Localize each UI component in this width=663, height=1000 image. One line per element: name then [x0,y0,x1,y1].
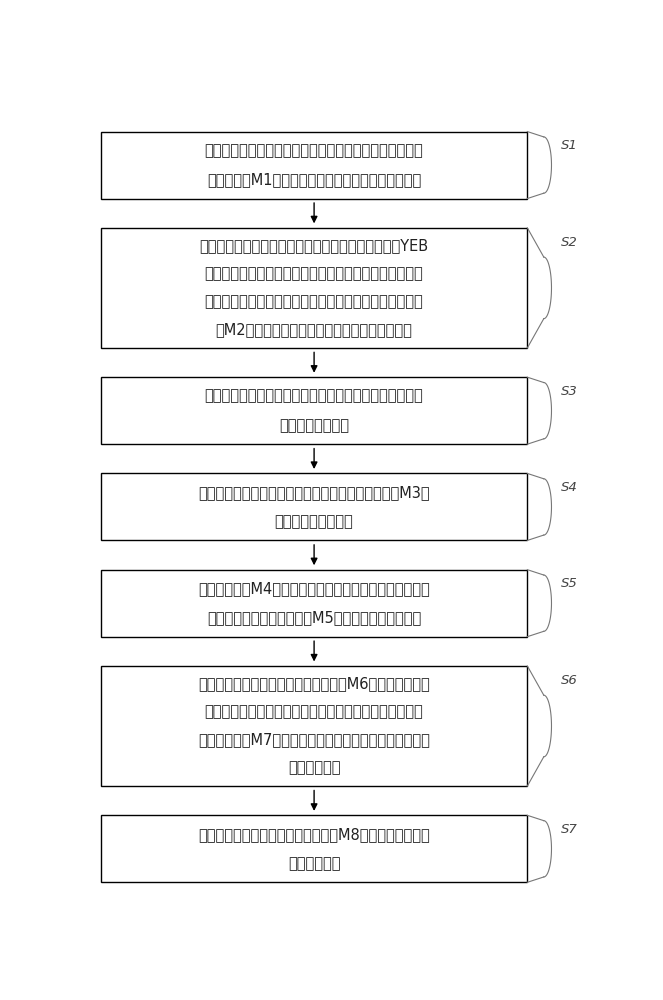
Bar [101,815,527,882]
Bar [101,666,527,786]
Text: 筛选：将延迟筛选结束后的叶片转移至M6培养基中，光照: 筛选：将延迟筛选结束后的叶片转移至M6培养基中，光照 [198,677,430,692]
Text: 侵染：将获得的所述预培养叶片置于所述用于侵染的菌液: 侵染：将获得的所述预培养叶片置于所述用于侵染的菌液 [205,389,424,404]
Text: 液体培养基中，黑暗条件下振荡培养，获得菌液；取获得: 液体培养基中，黑暗条件下振荡培养，获得菌液；取获得 [205,266,424,281]
Text: 中，进行侵染处理: 中，进行侵染处理 [279,418,349,433]
Bar [101,377,527,444]
Text: S7: S7 [561,823,577,836]
Text: 的菌液离心收菌，获得菌体沉淠；将获得的菌体沉淠重悬: 的菌液离心收菌，获得菌体沉淠；将获得的菌体沉淠重悬 [205,294,424,309]
Text: S2: S2 [561,235,577,248]
Text: 干其表面的菌液，再接种于M5培养基上，进行暗培养: 干其表面的菌液，再接种于M5培养基上，进行暗培养 [207,610,421,625]
Text: 养基中，进行暗培养: 养基中，进行暗培养 [274,514,353,529]
Text: S4: S4 [561,481,577,494]
Text: 织部分转接于M7培养基中，再光照和黑暗交替培养，直到: 织部分转接于M7培养基中，再光照和黑暗交替培养，直到 [198,732,430,747]
Text: S5: S5 [561,577,577,590]
Text: 分化出不定芽: 分化出不定芽 [288,760,340,775]
Bar [101,228,527,348]
Text: 得到完整植株: 得到完整植株 [288,856,340,871]
Text: S3: S3 [561,385,577,398]
Text: S1: S1 [561,139,577,152]
Text: 小块，置于M1培养基中进行暗培养，获得预培养叶片: 小块，置于M1培养基中进行暗培养，获得预培养叶片 [207,172,421,187]
Text: 草莓无菌苗的预培养：取草莓无菌苗，获得其叶盘或剪成: 草莓无菌苗的预培养：取草莓无菌苗，获得其叶盘或剪成 [205,143,424,158]
Text: S6: S6 [561,674,577,687]
Bar [101,132,527,199]
Text: 共培养：吸干经侵染处理后的叶片表面的菌液，置于M3培: 共培养：吸干经侵染处理后的叶片表面的菌液，置于M3培 [198,485,430,500]
Text: 生根：待芽长长后，将其切下转移至M8培养基中再培养，: 生根：待芽长长后，将其切下转移至M8培养基中再培养， [198,827,430,842]
Text: 延迟筛选：用M4洗浤液洗浤经共培养结束后的叶片，并吸: 延迟筛选：用M4洗浤液洗浤经共培养结束后的叶片，并吸 [198,581,430,596]
Text: 和黑暗交替培养，培养结束后，切除坏死组织，将畜伤组: 和黑暗交替培养，培养结束后，切除坏死组织，将畜伤组 [205,705,424,720]
Text: 农杆菌活化：取根癌农杆菌阳性单克隆于含抗生素的YEB: 农杆菌活化：取根癌农杆菌阳性单克隆于含抗生素的YEB [200,238,429,253]
Bar [101,570,527,637]
Text: 于M2培养基中，振荡培养，获得用于侵染的菌液: 于M2培养基中，振荡培养，获得用于侵染的菌液 [215,322,412,337]
Bar [101,473,527,540]
